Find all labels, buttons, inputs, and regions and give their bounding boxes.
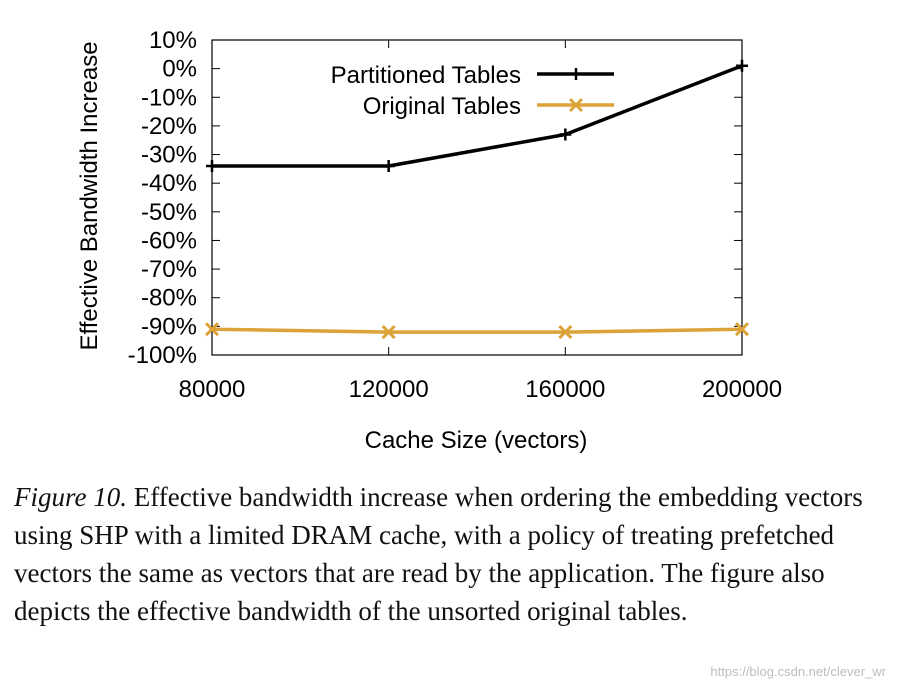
series-layer — [204, 59, 750, 340]
y-tick-label: -10% — [141, 84, 197, 111]
line-chart: 10%0%-10%-20%-30%-40%-50%-60%-70%-80%-90… — [76, 27, 782, 454]
y-tick-label: -100% — [128, 342, 197, 369]
x-tick-label: 200000 — [702, 376, 782, 403]
series-line-0 — [212, 64, 743, 168]
y-tick-label: -40% — [141, 170, 197, 197]
legend-marker — [568, 97, 584, 113]
y-axis-label: Effective Bandwidth Increase — [76, 41, 103, 350]
y-tick-label: -30% — [141, 142, 197, 169]
y-tick-label: -80% — [141, 285, 197, 312]
y-tick-label: -50% — [141, 199, 197, 226]
caption-text: Effective bandwidth increase when orderi… — [14, 482, 863, 626]
plot-frame — [211, 39, 743, 356]
legend-label: Original Tables — [363, 93, 521, 120]
series-line-1 — [211, 327, 743, 334]
data-point-1 — [381, 325, 396, 340]
x-tick-label: 80000 — [179, 376, 246, 403]
y-ticks: 10%0%-10%-20%-30%-40%-50%-60%-70%-80%-90… — [128, 27, 742, 369]
figure-caption: Figure 10. Effective bandwidth increase … — [14, 478, 864, 630]
x-ticks: 80000 120000 160000 200000 — [179, 40, 782, 403]
y-tick-label: 0% — [162, 56, 197, 83]
figure-label: Figure 10. — [14, 482, 127, 512]
data-point-1 — [204, 322, 220, 337]
y-tick-label: -60% — [141, 227, 197, 254]
data-point-1 — [558, 325, 573, 340]
x-axis-label: Cache Size (vectors) — [365, 427, 588, 454]
legend: Partitioned Tables Original Tables — [331, 62, 614, 120]
x-tick-label: 160000 — [525, 376, 605, 403]
watermark: https://blog.csdn.net/clever_wr — [710, 664, 886, 679]
chart-axes — [211, 39, 743, 356]
x-tick-label: 120000 — [349, 376, 429, 403]
y-tick-label: 10% — [149, 27, 197, 54]
y-tick-label: -20% — [141, 113, 197, 140]
data-point-1 — [734, 322, 750, 337]
y-tick-label: -70% — [141, 256, 197, 283]
legend-label: Partitioned Tables — [331, 62, 521, 89]
y-tick-label: -90% — [141, 313, 197, 340]
